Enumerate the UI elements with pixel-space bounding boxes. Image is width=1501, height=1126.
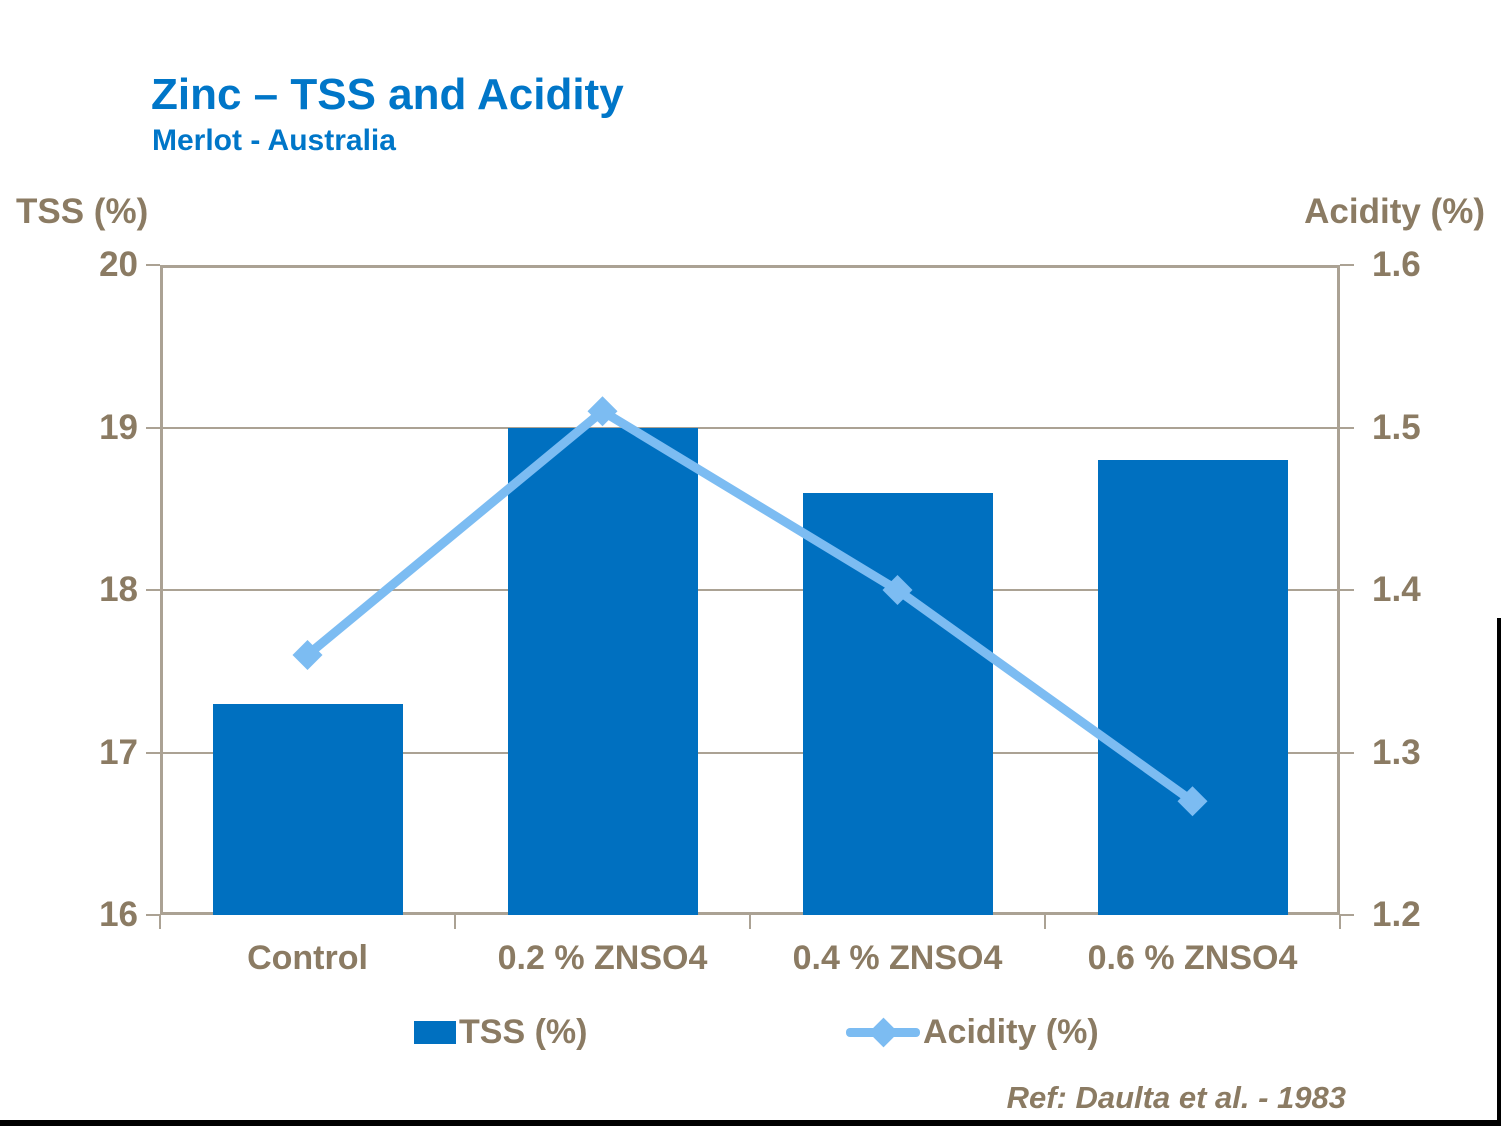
right-tick-mark [1340, 426, 1354, 429]
left-tick-mark [146, 751, 160, 754]
right-tick-mark [1340, 914, 1354, 916]
right-tick-label: 1.5 [1372, 407, 1421, 447]
left-tick-label: 20 [99, 245, 138, 284]
bar [802, 492, 993, 915]
acidity-marker-icon [1177, 786, 1208, 817]
acidity-marker-icon [292, 640, 323, 670]
right-axis-title: Acidity (%) [1304, 192, 1485, 231]
gridline [163, 589, 1337, 591]
chart-subtitle: Merlot - Australia [152, 124, 396, 157]
x-category-label: 0.2 % ZNSO4 [497, 939, 708, 977]
diamond-marker-icon [868, 1017, 899, 1047]
slide-bottom-border [0, 1120, 1501, 1126]
bar [507, 427, 698, 915]
left-tick-mark [146, 426, 160, 429]
left-tick-label: 18 [99, 570, 138, 609]
right-tick-mark [1340, 589, 1354, 591]
x-category-label: 0.4 % ZNSO4 [792, 939, 1003, 977]
acidity-line-series [292, 396, 1208, 817]
left-tick-label: 17 [99, 732, 138, 772]
bottom-tick-mark [159, 915, 161, 929]
bar [1097, 460, 1288, 915]
right-tick-label: 1.3 [1372, 732, 1421, 772]
slide-right-border [1497, 618, 1501, 1126]
left-tick-label: 16 [99, 895, 138, 934]
right-tick-label: 1.4 [1372, 570, 1421, 609]
left-tick-label: 19 [99, 407, 138, 447]
gridline [163, 751, 1337, 754]
bottom-tick-mark [1339, 915, 1341, 929]
reference-note: Ref: Daulta et al. - 1983 [1006, 1080, 1346, 1115]
legend-item-tss: TSS (%) [414, 1010, 587, 1054]
left-tick-mark [146, 914, 160, 916]
tss-bar-swatch-icon [414, 1020, 456, 1044]
legend-label-acidity: Acidity (%) [923, 1012, 1099, 1051]
acidity-marker-icon [882, 575, 913, 605]
right-tick-mark [1340, 264, 1354, 266]
legend-label-tss: TSS (%) [459, 1012, 588, 1051]
right-tick-label: 1.2 [1372, 895, 1421, 934]
left-tick-mark [146, 589, 160, 591]
right-tick-label: 1.6 [1372, 245, 1421, 284]
left-axis-title: TSS (%) [16, 192, 149, 231]
right-tick-mark [1340, 751, 1354, 754]
x-category-label: 0.6 % ZNSO4 [1087, 939, 1298, 977]
chart-title: Zinc – TSS and Acidity [151, 70, 624, 119]
bottom-tick-mark [454, 915, 456, 929]
bar [212, 703, 403, 915]
bottom-tick-mark [1044, 915, 1046, 929]
x-category-label: Control [247, 939, 368, 977]
legend-item-acidity: Acidity (%) [846, 1010, 1099, 1054]
acidity-marker-icon [587, 396, 618, 427]
acidity-line-swatch-icon [846, 1017, 920, 1047]
plot-area [160, 265, 1340, 915]
gridline [163, 426, 1337, 429]
left-tick-mark [146, 264, 160, 266]
bottom-tick-mark [749, 915, 751, 929]
acidity-line [304, 405, 1196, 805]
